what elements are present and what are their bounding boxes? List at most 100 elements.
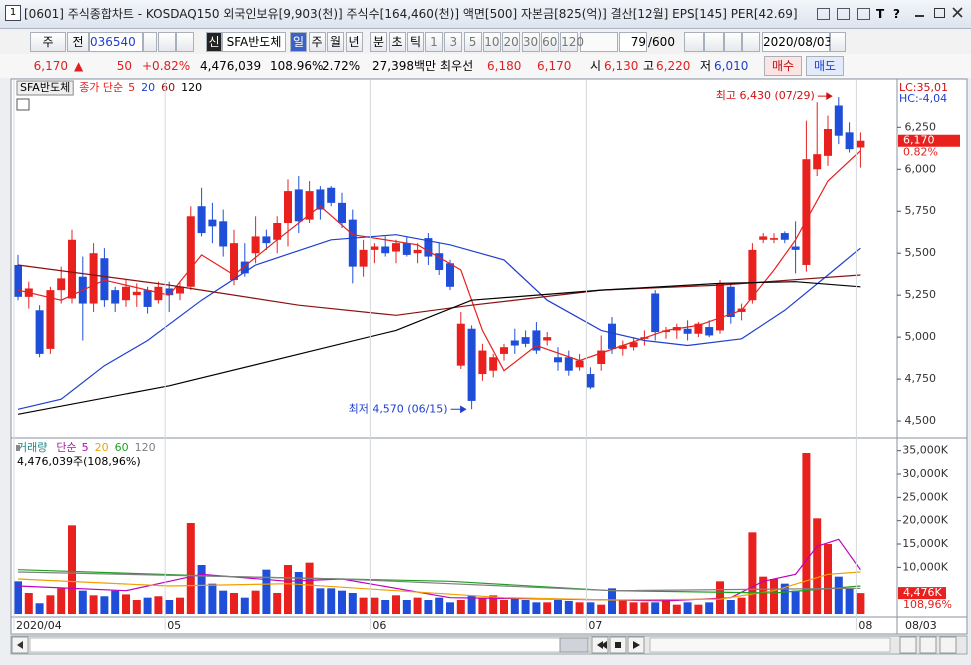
icon-button[interactable] xyxy=(176,32,194,52)
badge: 신 xyxy=(206,32,222,52)
candle-body xyxy=(89,253,98,304)
sell-button[interactable]: 매도 xyxy=(806,56,844,76)
code-dropdown[interactable] xyxy=(143,32,157,52)
volume-bar xyxy=(165,600,174,614)
toolbar-button[interactable]: 30 xyxy=(521,32,540,52)
hc-label: HC:-4,04 xyxy=(899,92,947,105)
toolbar-button[interactable]: 120 xyxy=(560,32,584,52)
candle-body xyxy=(57,278,66,291)
toolbar-button[interactable]: 5 xyxy=(463,32,482,52)
annotation-arrow xyxy=(450,405,467,414)
candle-body xyxy=(262,236,271,244)
y-tick-label: 30,000K xyxy=(902,467,948,480)
title-bar: 1 [0601] 주식종합차트 - KOSDAQ150 외국인보유[9,903(… xyxy=(0,0,971,29)
minimize-button[interactable] xyxy=(915,15,924,17)
toolbar-button[interactable]: 일 xyxy=(290,32,307,52)
tool-icon[interactable] xyxy=(837,8,850,20)
toolbar-button[interactable]: 20 xyxy=(502,32,521,52)
low: 6,010 xyxy=(714,59,749,73)
period-select[interactable]: 주 xyxy=(30,32,66,52)
scroll-thumb[interactable] xyxy=(559,637,589,653)
volume-bar xyxy=(111,590,120,614)
ma-line xyxy=(17,281,861,415)
volume-bar xyxy=(834,576,843,614)
legend-entry: 60 xyxy=(161,81,175,94)
toolbar-button[interactable]: 틱 xyxy=(407,32,424,52)
legend-box xyxy=(16,80,74,96)
quote-bar: 6,170 ▲ 50 +0.82% 4,476,039 108.96% 2.72… xyxy=(0,54,971,78)
maximize-button[interactable] xyxy=(934,8,945,18)
toolbar-button[interactable]: 3 xyxy=(444,32,463,52)
tool-icon[interactable] xyxy=(857,8,870,20)
price-tag-label: 6,170 xyxy=(903,134,935,147)
count-input[interactable]: 79 xyxy=(619,32,647,52)
candle-body xyxy=(46,290,55,349)
toolbar-button[interactable]: 10 xyxy=(482,32,501,52)
best-label: 최우선 xyxy=(440,59,474,73)
change-tag-label: 0.82% xyxy=(903,146,938,159)
y-tick-label: 5,250 xyxy=(905,288,937,301)
table-icon[interactable] xyxy=(16,98,30,111)
toolbar-button[interactable]: 1 xyxy=(425,32,443,52)
volume-bar xyxy=(780,583,789,614)
icon-button[interactable] xyxy=(742,32,760,52)
icon-button[interactable] xyxy=(704,32,724,52)
candle-body xyxy=(543,337,552,341)
volume-bar xyxy=(262,569,271,614)
toolbar-button[interactable]: 년 xyxy=(345,32,363,52)
code-input[interactable]: 036540 xyxy=(89,32,143,52)
scroll-track[interactable] xyxy=(29,637,591,653)
legend-entry: 120 xyxy=(135,441,156,454)
candle-body xyxy=(813,154,822,170)
icon-button[interactable] xyxy=(684,32,704,52)
toolbar-button[interactable]: 주 xyxy=(308,32,326,52)
open: 6,130 xyxy=(604,59,639,73)
volume-bar xyxy=(284,565,292,614)
zoom-button[interactable] xyxy=(919,636,937,654)
buy-button[interactable]: 매수 xyxy=(764,56,802,76)
close-button[interactable] xyxy=(952,7,963,18)
candle-body xyxy=(521,337,530,344)
zoom-button[interactable] xyxy=(939,636,957,654)
x-tick-label: 07 xyxy=(588,619,602,632)
icon-button[interactable] xyxy=(158,32,176,52)
candle-body xyxy=(143,290,152,307)
volume-bar xyxy=(294,572,303,614)
volume-ratio: 108.96% xyxy=(270,59,324,73)
candle-body xyxy=(856,140,865,148)
legend-title: 거래량 xyxy=(17,441,47,454)
count-max: /600 xyxy=(648,35,675,49)
volume-info: 4,476,039주(108,96%) xyxy=(17,455,141,468)
candle-body xyxy=(824,128,832,156)
candle-body xyxy=(618,345,627,349)
toolbar-button[interactable]: 초 xyxy=(388,32,406,52)
toolbar-button[interactable]: 월 xyxy=(327,32,344,52)
volume-bar xyxy=(327,588,336,614)
price-tag xyxy=(898,134,960,147)
volume-bar xyxy=(154,596,163,614)
volume-bar xyxy=(456,600,465,614)
tool-text[interactable]: ? xyxy=(893,7,900,21)
toolbar-button[interactable]: 60 xyxy=(540,32,559,52)
tool-icon[interactable] xyxy=(817,8,830,20)
prev-button[interactable]: 전 xyxy=(67,32,89,52)
toolbar-button[interactable]: 분 xyxy=(370,32,387,52)
calendar-button[interactable] xyxy=(830,32,846,52)
ask: 6,180 xyxy=(487,59,522,73)
zoom-button[interactable] xyxy=(899,636,917,654)
blank-select[interactable] xyxy=(580,32,618,52)
candle-body xyxy=(478,350,487,375)
tool-text[interactable]: T xyxy=(876,7,885,21)
candle-body xyxy=(370,246,379,250)
candle-body xyxy=(748,249,757,301)
window-icon[interactable]: 1 xyxy=(5,5,21,21)
volume-bar xyxy=(240,597,249,614)
icon-button[interactable] xyxy=(724,32,742,52)
volume-bar xyxy=(791,590,800,614)
annotation-arrow xyxy=(817,92,833,100)
candle-body xyxy=(35,310,44,354)
date-input[interactable]: 2020/08/03 xyxy=(762,32,832,52)
zoom-track[interactable] xyxy=(649,637,891,653)
ma-line xyxy=(17,571,861,601)
candle-body xyxy=(716,283,724,331)
